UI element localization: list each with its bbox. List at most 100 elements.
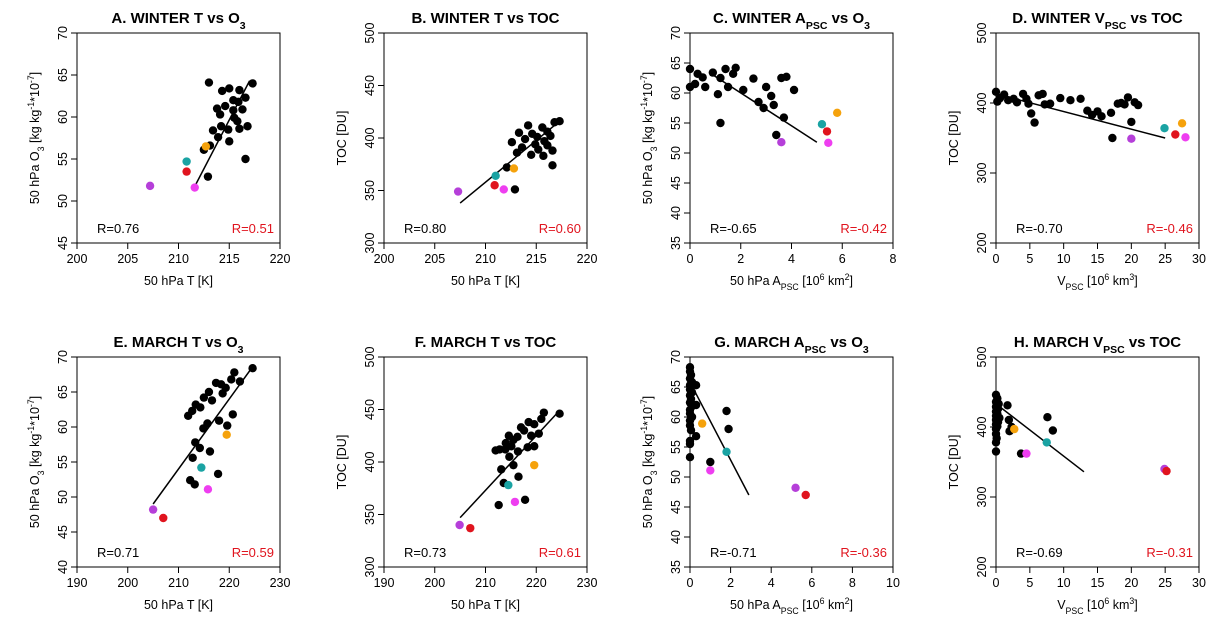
x-tick-label: 220 [270, 252, 291, 266]
x-tick-label: 15 [1091, 252, 1105, 266]
data-point [204, 78, 214, 87]
x-axis-label-text: km [824, 598, 844, 612]
data-point [220, 101, 230, 111]
data-point [1066, 96, 1075, 105]
data-point [1127, 117, 1136, 127]
y-axis-label-text: TOC [DU] [335, 111, 349, 166]
panel-title: C. WINTER APSC vs O3 [713, 10, 870, 32]
panel-title-subscript: PSC [806, 20, 828, 32]
data-point [509, 460, 518, 470]
x-axis-label-text: ] [1134, 598, 1137, 612]
x-axis-label-subscript: PSC [1066, 606, 1084, 616]
y-axis-label: 50 hPa O3 [kg kg-1*10-7] [639, 72, 659, 204]
data-point [494, 500, 503, 510]
x-tick-label: 220 [219, 576, 240, 590]
y-axis-label: 50 hPa O3 [kg kg-1*10-7] [26, 396, 46, 528]
data-point [761, 82, 771, 92]
y-tick-label: 350 [363, 504, 377, 525]
x-axis-label-text: 50 hPa T [K] [451, 274, 520, 288]
y-axis-label: 50 hPa O3 [kg kg-1*10-7] [26, 72, 46, 204]
y-axis-label: TOC [DU] [335, 111, 349, 166]
x-axis-label-subscript: PSC [781, 606, 799, 616]
data-point [1076, 94, 1085, 104]
data-point [190, 480, 199, 489]
data-point [229, 106, 238, 115]
highlight-point [824, 138, 833, 147]
y-tick-label: 55 [56, 455, 70, 469]
x-axis-label-text: [10 [1084, 598, 1105, 612]
x-axis-label-text: km [1109, 274, 1129, 288]
data-point [1012, 98, 1022, 107]
y-axis-label-superscript: -1 [639, 102, 649, 110]
y-axis-label: TOC [DU] [335, 435, 349, 490]
panel-title: D. WINTER VPSC vs TOC [1012, 10, 1183, 32]
data-point [991, 438, 1001, 447]
y-tick-label: 55 [669, 116, 683, 130]
data-point [203, 172, 213, 181]
data-point [991, 447, 1001, 456]
y-tick-label: 45 [56, 236, 70, 250]
y-axis-label: TOC [DU] [947, 111, 961, 166]
data-point [721, 64, 730, 74]
y-tick-label: 70 [669, 350, 683, 364]
data-point [243, 122, 252, 131]
data-point [533, 132, 542, 142]
x-tick-label: 220 [526, 576, 547, 590]
data-point [691, 381, 701, 390]
r-value-red: R=-0.42 [840, 221, 887, 236]
x-tick-label: 5 [1026, 252, 1033, 266]
data-point [195, 443, 205, 453]
y-axis-label-text: 50 hPa O [641, 151, 655, 204]
r-value-red: R=0.51 [232, 221, 274, 236]
highlight-point [1160, 124, 1169, 133]
y-axis-label-text: 50 hPa O [28, 475, 42, 528]
data-point [685, 453, 695, 462]
data-point [993, 97, 1002, 106]
highlight-point [455, 520, 464, 530]
x-tick-label: 215 [219, 252, 240, 266]
y-tick-label: 500 [363, 347, 377, 368]
y-axis-label: 50 hPa O3 [kg kg-1*10-7] [639, 396, 659, 528]
highlight-point [697, 419, 707, 428]
x-axis-label-superscript: 6 [820, 596, 825, 606]
y-tick-label: 65 [56, 68, 70, 82]
x-tick-label: 0 [993, 252, 1000, 266]
highlight-point [182, 167, 191, 176]
highlight-point [509, 164, 519, 173]
y-axis-label-subscript: 3 [649, 470, 659, 475]
r-value-black: R=0.76 [97, 221, 139, 236]
data-point [512, 148, 522, 157]
r-value-black: R=0.80 [404, 221, 446, 236]
y-tick-label: 55 [56, 152, 70, 166]
y-tick-label: 50 [669, 146, 683, 160]
data-point [241, 154, 250, 164]
data-point [205, 447, 215, 456]
highlight-point [203, 485, 213, 494]
data-point [235, 85, 244, 95]
x-tick-label: 20 [1124, 576, 1138, 590]
r-value-red: R=-0.36 [840, 545, 887, 560]
x-axis-label-superscript: 6 [1104, 596, 1109, 606]
highlight-point [822, 127, 832, 136]
y-tick-label: 70 [56, 26, 70, 40]
y-tick-label: 60 [669, 410, 683, 424]
data-point [519, 426, 529, 435]
data-point [248, 364, 257, 373]
highlight-point [1162, 466, 1171, 476]
data-point [716, 73, 725, 83]
regression-line [152, 367, 253, 505]
data-point [207, 396, 217, 405]
panel-title-text: H. MARCH V [1014, 334, 1103, 351]
x-tick-label: 4 [768, 576, 775, 590]
x-tick-label: 6 [839, 252, 846, 266]
y-tick-label: 300 [363, 233, 377, 254]
data-point [1056, 93, 1065, 103]
highlight-point [706, 466, 715, 475]
r-value-red: R=-0.31 [1146, 545, 1193, 560]
x-axis-label-subscript: PSC [1066, 282, 1084, 292]
x-tick-label: 215 [526, 252, 547, 266]
panel-c: C. WINTER APSC vs O30 2 4 6 8354045505560657… [639, 10, 897, 292]
x-axis-label: 50 hPa T [K] [144, 274, 213, 288]
